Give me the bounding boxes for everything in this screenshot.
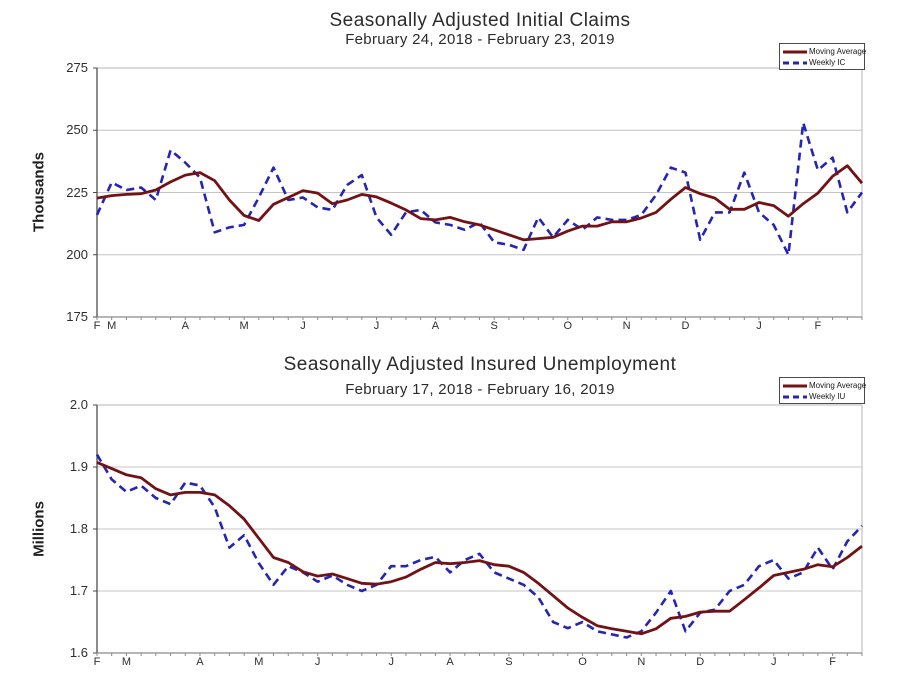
weekly-ic-dashed-swatch [783, 61, 807, 64]
x-month-label: J [373, 320, 380, 332]
x-month-label: J [756, 320, 762, 332]
y-tick-label: 1.7 [69, 583, 88, 598]
x-month-label: D [696, 656, 705, 668]
x-month-label: A [181, 320, 189, 332]
weekly-ic-line [95, 121, 864, 257]
legend-label: Moving Average [809, 381, 867, 390]
legend-label: Weekly IC [809, 58, 846, 67]
x-month-label: S [490, 320, 498, 332]
x-month-label: N [622, 320, 631, 332]
x-month-label: J [314, 656, 321, 668]
legend-label: Moving Average [809, 47, 867, 56]
moving-average-line [96, 461, 863, 636]
y-tick-label: 225 [66, 184, 88, 200]
x-month-label: A [196, 656, 204, 668]
initial-claims-date-range: February 24, 2018 - February 23, 2019 [345, 31, 615, 48]
x-month-label: J [300, 320, 306, 332]
x-month-label: J [770, 656, 777, 668]
y-tick-label: 250 [66, 122, 88, 138]
legend-entry-moving-average: Moving Average [783, 46, 866, 57]
y-tick-label: 1.8 [69, 521, 88, 536]
insured-unemployment-title: Seasonally Adjusted Insured Unemployment [283, 354, 677, 375]
weekly-iu-dashed-swatch [783, 395, 807, 398]
x-month-label: D [681, 320, 690, 332]
insured-unemployment-date-range: February 17, 2018 - February 16, 2019 [345, 381, 615, 398]
y-tick-label: 2.0 [69, 397, 88, 412]
x-month-label: M [107, 320, 117, 332]
legend-entry-weekly-ic: Weekly IC [783, 57, 862, 68]
moving-average-line-swatch [783, 384, 807, 387]
y-tick-label: 275 [66, 60, 88, 75]
x-month-label: M [239, 320, 249, 332]
x-month-label: N [637, 656, 646, 668]
x-month-label: S [505, 656, 513, 668]
initial-claims-legend: Moving Average Weekly IC [779, 43, 866, 70]
x-month-label: A [431, 320, 440, 332]
y-tick-label: 200 [66, 246, 88, 262]
x-month-label: F [829, 656, 836, 668]
x-month-label: O [563, 320, 573, 332]
y-tick-label: 1.9 [69, 459, 88, 474]
x-month-label: M [121, 656, 131, 668]
x-month-label: O [578, 656, 587, 668]
insured-unemployment-legend: Moving Average Weekly IU [779, 377, 866, 404]
y-tick-label: 175 [66, 309, 88, 324]
x-month-label: A [446, 656, 454, 668]
x-month-label: F [93, 320, 101, 332]
weekly-iu-line [95, 453, 863, 639]
x-month-label: F [93, 656, 101, 668]
legend-label: Weekly IU [809, 392, 846, 401]
legend-entry-weekly-iu: Weekly IU [783, 391, 862, 402]
y-tick-label: 1.6 [69, 645, 88, 660]
x-month-label: J [388, 656, 394, 668]
legend-entry-moving-average: Moving Average [783, 380, 866, 391]
moving-average-line-swatch [783, 50, 807, 53]
x-month-label: M [254, 656, 264, 668]
x-month-label: F [814, 320, 822, 332]
initial-claims-title: Seasonally Adjusted Initial Claims [329, 10, 631, 31]
moving-average-line [96, 164, 864, 242]
